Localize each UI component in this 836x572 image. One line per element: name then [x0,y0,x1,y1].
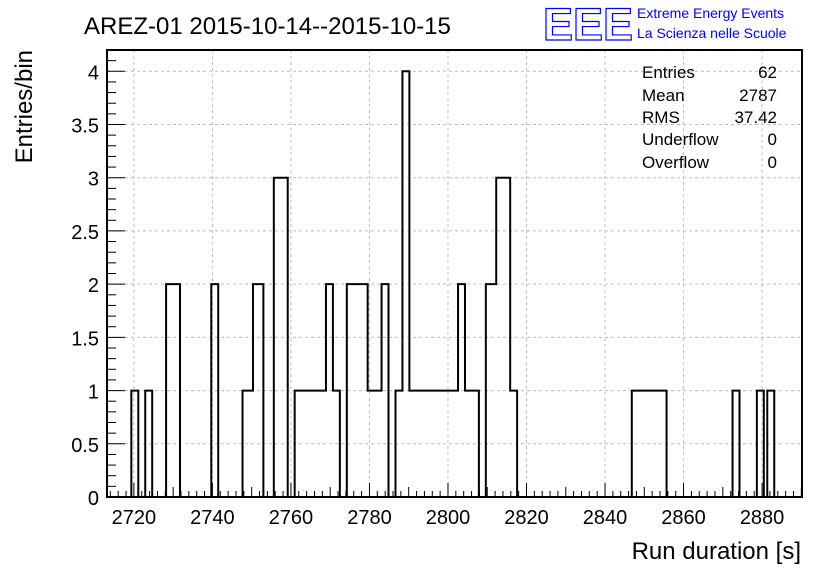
y-tick-label: 1 [88,382,99,404]
stats-overflow-value: 0 [768,153,777,172]
x-tick-label: 2860 [661,507,706,529]
y-tick-label: 4 [88,62,99,84]
x-tick-labels: 2720 2740 2760 2780 2800 2820 2840 2860 2880 [112,507,785,529]
stats-rms-label: RMS [642,108,680,127]
axis-ticks [107,60,802,498]
x-tick-label: 2820 [504,507,549,529]
eee-logo-mark: EEE [543,0,633,50]
y-tick-labels: 0 0.5 1 1.5 2 2.5 3 3.5 4 [71,62,99,510]
histogram-step-line [107,70,802,498]
y-axis-label: Entries/bin [11,50,38,163]
y-tick-label: 1.5 [71,328,99,350]
logo-line-1: Extreme Energy Events [637,5,784,21]
stats-entries-value: 62 [758,63,777,82]
stats-rms-value: 37.42 [734,108,777,127]
y-tick-label: 2.5 [71,222,99,244]
stats-entries-label: Entries [642,63,695,82]
y-tick-label: 3 [88,169,99,191]
stats-underflow-value: 0 [768,130,777,149]
x-tick-label: 2720 [112,507,157,529]
stats-box: Entries 62 Mean 2787 RMS 37.42 Underflow… [642,63,777,172]
x-tick-label: 2740 [190,507,235,529]
stats-mean-value: 2787 [739,86,777,105]
chart-title: AREZ-01 2015-10-14--2015-10-15 [84,13,451,40]
eee-logo: EEE Extreme Energy Events La Scienza nel… [542,0,787,51]
y-tick-label: 0.5 [71,435,99,457]
y-tick-label: 0 [88,488,99,510]
x-tick-label: 2760 [269,507,314,529]
x-tick-label: 2840 [583,507,628,529]
stats-underflow-label: Underflow [642,130,719,149]
x-axis-label: Run duration [s] [632,538,801,565]
stats-mean-label: Mean [642,86,685,105]
y-tick-label: 2 [88,275,99,297]
x-tick-label: 2880 [740,507,785,529]
x-tick-label: 2780 [347,507,392,529]
stats-overflow-label: Overflow [642,153,710,172]
grid-lines [107,50,802,498]
logo-line-2: La Scienza nelle Scuole [637,25,787,41]
y-tick-label: 3.5 [71,116,99,138]
x-tick-label: 2800 [426,507,471,529]
